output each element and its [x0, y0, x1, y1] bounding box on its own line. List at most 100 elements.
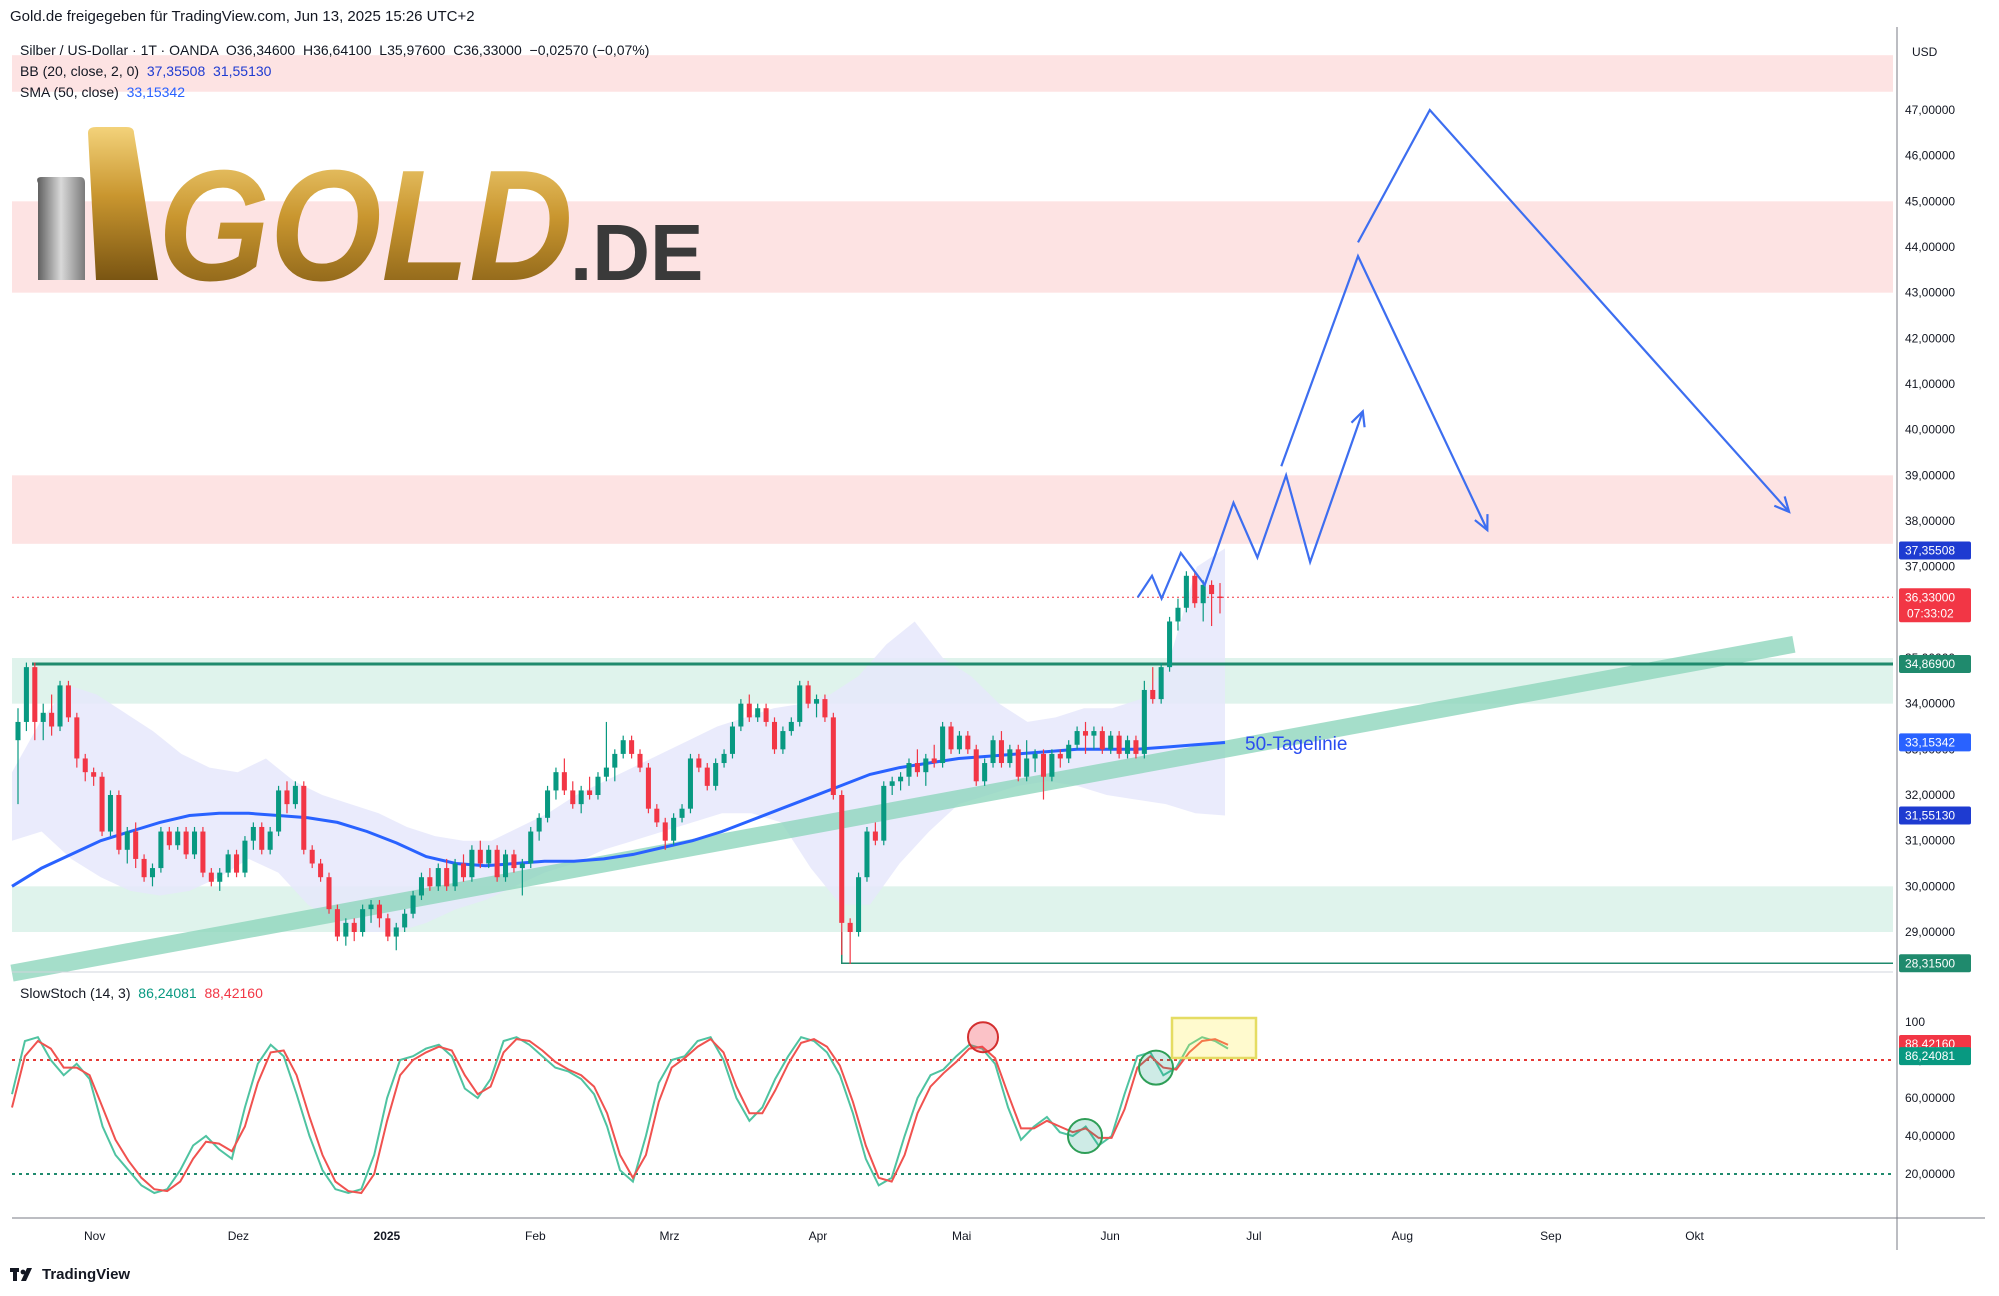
candle [301, 781, 307, 855]
candle [1091, 726, 1097, 750]
candle [326, 872, 332, 914]
candle [780, 726, 786, 754]
candle [696, 753, 702, 773]
candle [872, 822, 878, 846]
candle [49, 694, 55, 736]
svg-text:86,24081: 86,24081 [1905, 1049, 1955, 1063]
stochastic-panel [11, 971, 1893, 1195]
candle [948, 721, 954, 754]
x-tick-label: Mrz [659, 1229, 679, 1243]
candle [149, 863, 156, 887]
april-low-line [840, 932, 1893, 965]
candle [553, 767, 559, 800]
candle [763, 703, 769, 727]
stoch-k-line [11, 1036, 1229, 1195]
axes-layer: USD 47,00000 46,00000 45,00000 44,00000 43,00… [12, 27, 1985, 1250]
candle [1175, 598, 1181, 631]
legend-bb-lower: 31,55130 [213, 63, 272, 79]
candle [797, 680, 803, 727]
y-tick-label: 40,00000 [1905, 423, 1955, 437]
candle [788, 717, 794, 736]
candle [141, 854, 147, 882]
candle [965, 731, 971, 754]
gold-de-logo: GOLD .DE [37, 127, 703, 295]
candle [309, 845, 315, 869]
stoch-cross-marker [1138, 1049, 1174, 1086]
candle [418, 872, 424, 901]
stoch-buy-signal-marker [1067, 1118, 1103, 1154]
candle [1141, 680, 1147, 759]
candle [637, 749, 643, 773]
stoch-d-line [11, 1037, 1229, 1195]
candle [1125, 735, 1131, 759]
svg-text:28,31500: 28,31500 [1905, 956, 1955, 970]
candles-layer [15, 571, 1223, 964]
legend-bb-row[interactable]: BB (20, close, 2, 0) 37,35508 31,55130 [20, 63, 271, 79]
candle [1217, 583, 1223, 614]
x-tick-label: Apr [809, 1229, 828, 1243]
candle [982, 758, 988, 786]
candle [469, 845, 475, 882]
legend-bb-upper: 37,35508 [146, 63, 206, 79]
stoch-tick-label: 20,00000 [1905, 1167, 1955, 1181]
x-tick-label: Jun [1100, 1229, 1119, 1243]
candle [1074, 726, 1080, 750]
published-by-header: Gold.de freigegeben für TradingView.com,… [10, 8, 475, 25]
tag-support-low: 28,31500 [1899, 954, 1971, 973]
candle [1167, 616, 1173, 672]
candle [511, 849, 517, 873]
y-tick-label: 41,00000 [1905, 377, 1955, 391]
x-tick-label: Dez [228, 1229, 249, 1243]
y-tick-label: 39,00000 [1905, 468, 1955, 482]
candle [814, 694, 820, 718]
legend-sma-value: 33,15342 [126, 84, 186, 100]
candle [528, 826, 534, 869]
legend-stoch-row[interactable]: SlowStoch (14, 3) 86,24081 88,42160 [20, 985, 263, 1001]
candle [494, 845, 500, 882]
stoch-tick-label: 100 [1905, 1015, 1925, 1029]
svg-text:33,15342: 33,15342 [1905, 735, 1955, 749]
gold-bar-icon [88, 127, 158, 280]
candle [259, 822, 265, 855]
candle [1015, 744, 1021, 782]
candle [1183, 571, 1189, 613]
projection-scenario-b-arrowhead [1773, 496, 1791, 514]
footer-brand-label: TradingView [42, 1266, 131, 1283]
resistance-zone-0 [12, 55, 1893, 92]
candle [519, 858, 525, 896]
candle [940, 721, 946, 768]
legend-sma-row[interactable]: SMA (50, close) 33,15342 [20, 84, 185, 100]
x-tick-label: Jul [1246, 1229, 1261, 1243]
candle [746, 694, 752, 722]
tag-resistance: 34,86900 [1899, 654, 1971, 673]
candle [334, 904, 340, 942]
candle [368, 900, 374, 923]
logo-gold-text: GOLD [158, 138, 573, 295]
candle [402, 909, 408, 932]
candle [645, 763, 651, 814]
projection-main-arrowhead [1350, 409, 1366, 428]
candle [1099, 726, 1105, 754]
candle [654, 804, 660, 827]
candle [191, 826, 198, 859]
sma-line [11, 741, 1226, 888]
y-tick-label: 37,00000 [1905, 560, 1955, 574]
candle [1049, 749, 1055, 782]
candle [242, 836, 248, 878]
projection-scenario-a-arrowhead [1474, 514, 1489, 533]
logo-de-text: .DE [570, 208, 703, 295]
candle [662, 817, 668, 850]
x-tick-label: 2025 [374, 1229, 401, 1243]
candle [40, 703, 46, 741]
y-tick-label: 34,00000 [1905, 697, 1955, 711]
y-tick-label: 44,00000 [1905, 240, 1955, 254]
candle [82, 753, 88, 782]
candle [671, 813, 677, 846]
projection-scenario-b [1357, 108, 1790, 513]
projection-scenario-a [1280, 253, 1489, 531]
footer-brand[interactable]: TradingView [10, 1266, 130, 1283]
y-tick-label: 29,00000 [1905, 925, 1955, 939]
candle [906, 758, 912, 786]
candle [15, 708, 21, 805]
